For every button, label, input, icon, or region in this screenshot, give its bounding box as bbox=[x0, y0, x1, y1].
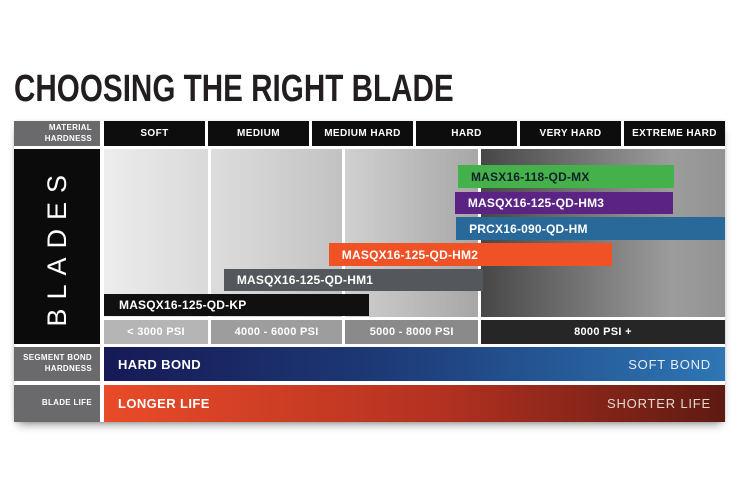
soft-bond-label: SOFT BOND bbox=[628, 356, 711, 372]
segment-bond-hardness-row-label: SEGMENT BOND HARDNESS bbox=[14, 347, 100, 381]
longer-life-label: LONGER LIFE bbox=[118, 396, 210, 411]
blade-life-gradient-bar: LONGER LIFE SHORTER LIFE bbox=[104, 385, 725, 422]
material-hardness-header-row: MATERIAL HARDNESS SOFT MEDIUM MEDIUM HAR… bbox=[14, 121, 725, 146]
blade-bar-masqx16-125-qd-hm1: MASQX16-125-QD-HM1 bbox=[223, 269, 483, 291]
hardness-columns: SOFT MEDIUM MEDIUM HARD HARD VERY HARD E… bbox=[104, 121, 725, 146]
blade-bar-label: MASQX16-125-QD-HM1 bbox=[236, 273, 374, 287]
material-hardness-row-label: MATERIAL HARDNESS bbox=[14, 121, 100, 146]
hardness-column-medium-hard: MEDIUM HARD bbox=[312, 121, 413, 146]
shorter-life-label: SHORTER LIFE bbox=[607, 396, 711, 411]
hardness-column-hard: HARD bbox=[416, 121, 517, 146]
page-title: CHOOSING THE RIGHT BLADE bbox=[14, 68, 454, 110]
blades-axis-label-cell: BLADES bbox=[14, 149, 100, 344]
blade-selection-chart: MATERIAL HARDNESS SOFT MEDIUM MEDIUM HAR… bbox=[14, 121, 725, 422]
blade-bar-label: MASQX16-125-QD-HM2 bbox=[341, 247, 479, 262]
blades-row: BLADES MASX16-118-QD-MX MASQX16-125-QD-H… bbox=[14, 149, 725, 344]
row-label-line: MATERIAL bbox=[48, 122, 92, 132]
psi-range-5000-8000: 5000 - 8000 PSI bbox=[345, 320, 479, 344]
hardness-column-soft: SOFT bbox=[104, 121, 205, 146]
blade-bar-label: PRCX16-090-QD-HM bbox=[469, 221, 588, 236]
blade-bar-masqx16-125-qd-hm2: MASQX16-125-QD-HM2 bbox=[328, 243, 612, 266]
segment-bond-hardness-row: SEGMENT BOND HARDNESS HARD BOND SOFT BON… bbox=[14, 347, 725, 381]
psi-range-8000-plus: 8000 PSI + bbox=[480, 320, 725, 344]
blades-chart-area: MASX16-118-QD-MX MASQX16-125-QD-HM3 PRCX… bbox=[104, 149, 725, 344]
row-label-line: BLADE LIFE bbox=[41, 398, 92, 408]
row-label-line: HARDNESS bbox=[44, 364, 92, 373]
segment-bond-gradient-bar: HARD BOND SOFT BOND bbox=[104, 347, 725, 381]
blades-axis-label: BLADES bbox=[41, 166, 72, 327]
hard-bond-label: HARD BOND bbox=[118, 356, 202, 372]
psi-range-under-3000: < 3000 PSI bbox=[104, 320, 209, 344]
blade-life-row-label: BLADE LIFE bbox=[14, 385, 100, 422]
row-label-line: HARDNESS bbox=[44, 133, 92, 143]
blade-bar-masx16-118-qd-mx: MASX16-118-QD-MX bbox=[457, 165, 675, 188]
blade-bar-masqx16-125-qd-kp: MASQX16-125-QD-KP bbox=[104, 294, 370, 316]
row-label-line: SEGMENT BOND bbox=[23, 353, 92, 363]
hardness-column-extreme-hard: EXTREME HARD bbox=[624, 121, 725, 146]
hardness-column-medium: MEDIUM bbox=[208, 121, 309, 146]
blade-bar-label: MASX16-118-QD-MX bbox=[470, 169, 590, 184]
hardness-band-soft bbox=[104, 149, 209, 317]
blade-life-row: BLADE LIFE LONGER LIFE SHORTER LIFE bbox=[14, 385, 725, 422]
hardness-band-medium bbox=[211, 149, 343, 317]
blade-bar-masqx16-125-qd-hm3: MASQX16-125-QD-HM3 bbox=[454, 192, 673, 214]
blade-bar-label: MASQX16-125-QD-HM3 bbox=[467, 196, 605, 210]
blade-bar-prcx16-090-qd-hm: PRCX16-090-QD-HM bbox=[456, 217, 725, 240]
psi-range-4000-6000: 4000 - 6000 PSI bbox=[211, 320, 343, 344]
blade-bar-label: MASQX16-125-QD-KP bbox=[119, 298, 247, 312]
hardness-column-very-hard: VERY HARD bbox=[520, 121, 621, 146]
